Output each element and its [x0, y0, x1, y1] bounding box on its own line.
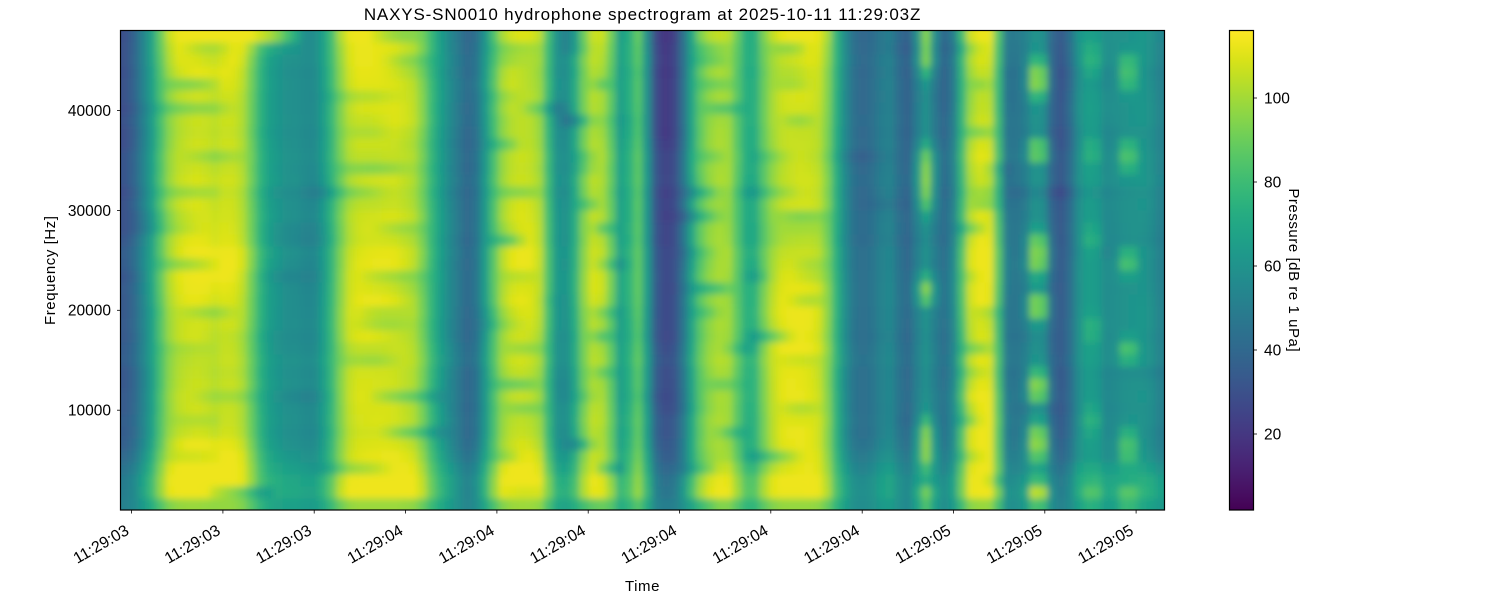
svg-text:20000: 20000: [68, 303, 111, 320]
svg-text:40: 40: [1264, 342, 1282, 359]
svg-text:40000: 40000: [68, 103, 111, 120]
svg-text:Frequency [Hz]: Frequency [Hz]: [42, 216, 59, 325]
svg-text:60: 60: [1264, 258, 1282, 275]
svg-text:30000: 30000: [68, 203, 111, 220]
svg-text:20: 20: [1264, 426, 1282, 443]
svg-text:10000: 10000: [68, 403, 111, 420]
svg-text:Time: Time: [625, 578, 660, 595]
svg-text:80: 80: [1264, 174, 1282, 191]
svg-text:Pressure [dB re 1 uPa]: Pressure [dB re 1 uPa]: [1285, 188, 1302, 352]
svg-text:NAXYS-SN0010 hydrophone spectr: NAXYS-SN0010 hydrophone spectrogram at 2…: [364, 5, 921, 24]
svg-text:100: 100: [1264, 90, 1290, 107]
